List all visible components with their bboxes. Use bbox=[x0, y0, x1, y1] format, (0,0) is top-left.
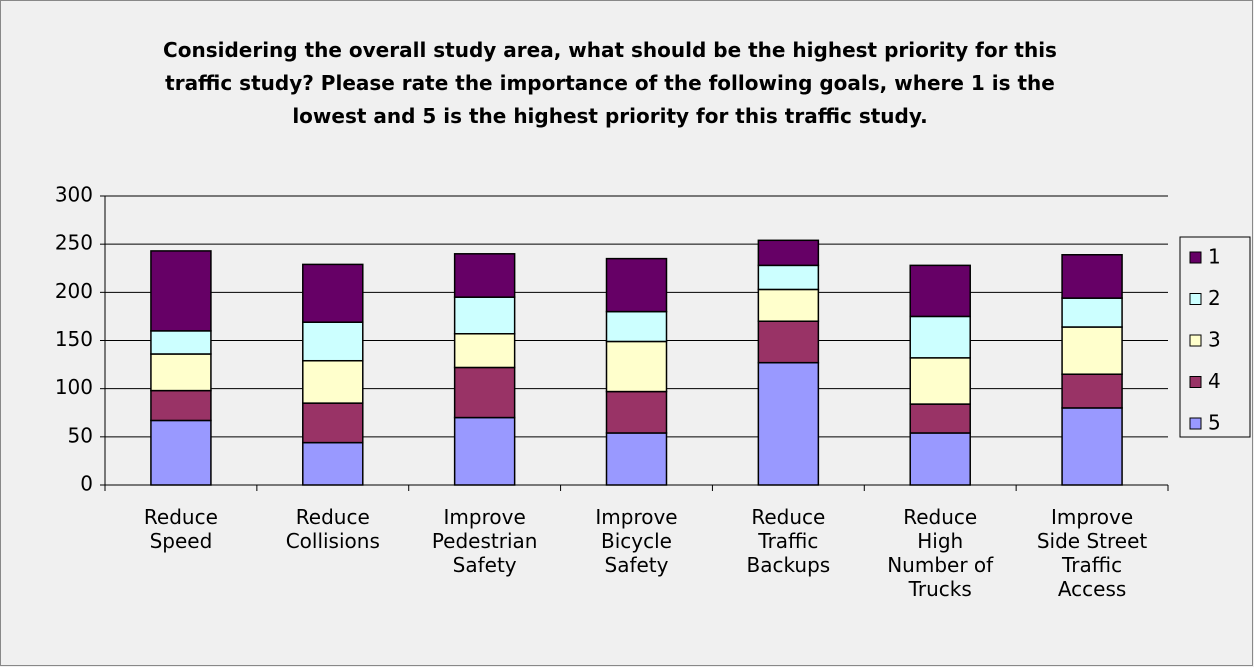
bar-segment bbox=[909, 403, 971, 434]
bar-segment bbox=[302, 321, 364, 362]
bar-segment bbox=[757, 288, 820, 322]
bar-segment bbox=[1061, 254, 1123, 299]
bar-segment bbox=[302, 263, 364, 323]
y-tick-label: 250 bbox=[55, 231, 93, 255]
legend-label: 2 bbox=[1208, 286, 1221, 310]
bar-segment bbox=[453, 333, 516, 369]
y-tick-label: 100 bbox=[55, 375, 93, 399]
x-tick-label: Reduce Traffic Backups bbox=[746, 505, 831, 577]
legend-swatch bbox=[1189, 293, 1202, 305]
bar-segment bbox=[150, 419, 212, 486]
legend-swatch bbox=[1189, 376, 1202, 388]
bar-segment bbox=[453, 296, 516, 335]
bar-segment bbox=[453, 366, 516, 419]
bar-segment bbox=[302, 359, 364, 404]
legend-swatch bbox=[1189, 334, 1202, 347]
legend-label: 5 bbox=[1208, 411, 1221, 435]
bar-segment bbox=[302, 402, 364, 444]
bar-segment bbox=[150, 330, 212, 355]
x-tick-label: Improve Bicycle Safety bbox=[595, 505, 678, 577]
bar-segment bbox=[605, 310, 668, 343]
legend-label: 4 bbox=[1208, 369, 1221, 393]
y-tick-label: 50 bbox=[68, 423, 93, 447]
bar-segment bbox=[1061, 326, 1123, 375]
bar-segment bbox=[1061, 407, 1123, 486]
x-tick-label: Improve Pedestrian Safety bbox=[431, 505, 538, 577]
legend-label: 3 bbox=[1208, 328, 1221, 352]
legend-swatch bbox=[1189, 251, 1202, 264]
x-tick-label: Reduce Speed bbox=[143, 505, 218, 553]
bar-segment bbox=[909, 264, 971, 318]
legend-swatch bbox=[1189, 417, 1202, 430]
bar-segment bbox=[453, 416, 516, 486]
bar-segment bbox=[150, 389, 212, 422]
legend-label: 1 bbox=[1208, 245, 1221, 269]
bar-segment bbox=[605, 257, 668, 313]
y-tick-label: 200 bbox=[55, 279, 93, 303]
bar-segment bbox=[909, 315, 971, 359]
bar-segment bbox=[605, 390, 668, 434]
bar-segment bbox=[757, 361, 820, 486]
bar-segment bbox=[453, 253, 516, 298]
bar-segment bbox=[605, 432, 668, 486]
chart-title: Considering the overall study area, what… bbox=[163, 38, 1057, 128]
bar-segment bbox=[757, 239, 820, 267]
bar-segment bbox=[1061, 297, 1123, 328]
y-tick-label: 0 bbox=[80, 472, 93, 496]
x-tick-label: Reduce High Number of Trucks bbox=[887, 505, 994, 601]
bar-segment bbox=[150, 353, 212, 392]
bar-segment bbox=[757, 320, 820, 364]
bar-segment bbox=[909, 432, 971, 486]
bar-segment bbox=[1061, 373, 1123, 409]
bar-segment bbox=[909, 357, 971, 405]
bar-segment bbox=[757, 264, 820, 291]
y-tick-label: 300 bbox=[55, 183, 93, 207]
x-tick-label: Improve Side Street Traffic Access bbox=[1036, 505, 1148, 601]
bar-segment bbox=[302, 441, 364, 486]
x-tick-label: Reduce Collisions bbox=[285, 505, 380, 553]
bar-segment bbox=[605, 340, 668, 393]
y-tick-label: 150 bbox=[55, 327, 93, 351]
bar-segment bbox=[150, 250, 212, 332]
